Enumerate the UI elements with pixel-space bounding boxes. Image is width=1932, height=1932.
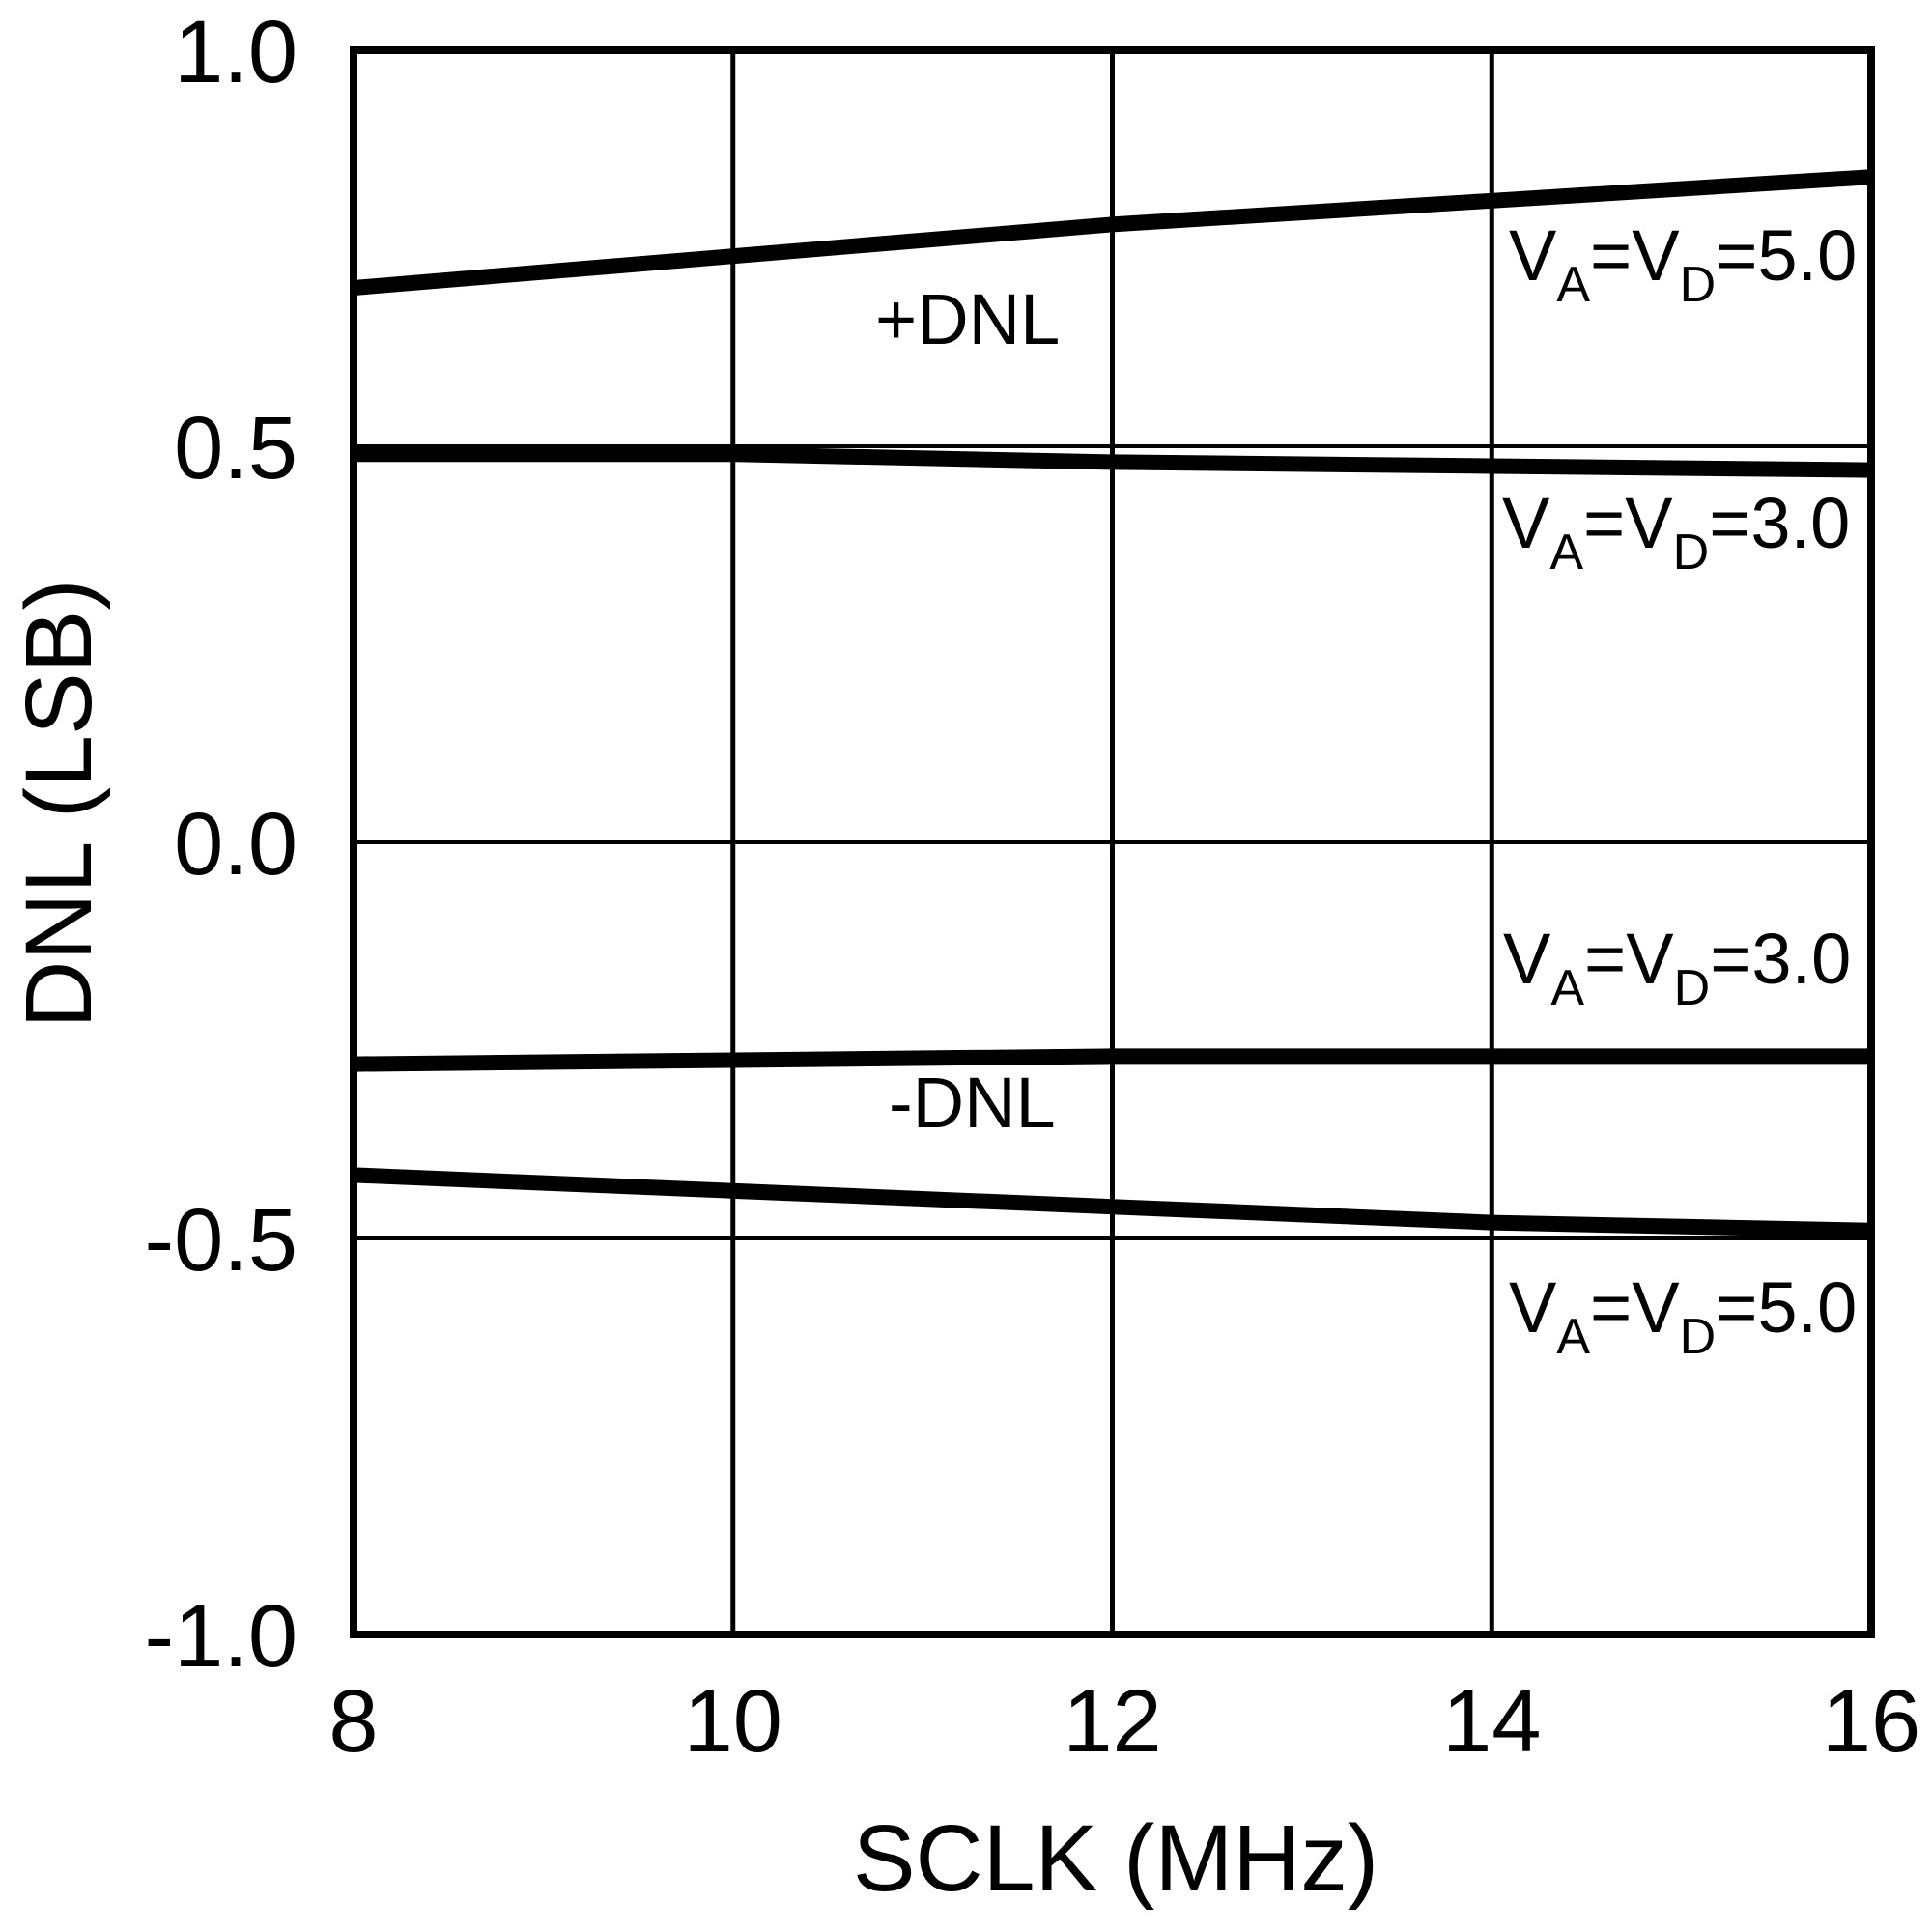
x-tick-label: 14	[1442, 1672, 1541, 1771]
svg-text:VA=VD=3.0: VA=VD=3.0	[1503, 919, 1851, 1016]
x-axis-tick-labels: 8 10 12 14 16	[328, 1672, 1920, 1771]
supply-label-va5-bottom: VA=VD=5.0	[1499, 1267, 1870, 1365]
y-axis-title: DNL (LSB)	[6, 579, 111, 1028]
minus-dnl-annotation: -DNL	[889, 1063, 1056, 1143]
series-line	[353, 169, 1872, 296]
plus-dnl-annotation: +DNL	[875, 279, 1060, 359]
x-tick-label: 8	[328, 1672, 378, 1771]
supply-label-va3-top: VA=VD=3.0	[1495, 483, 1866, 581]
horizontal-gridlines	[354, 444, 1871, 1240]
svg-text:VA=VD=5.0: VA=VD=5.0	[1509, 1267, 1857, 1365]
y-axis-tick-labels: 1.0 0.5 0.0 -0.5 -1.0	[144, 3, 298, 1686]
x-tick-label: 16	[1822, 1672, 1920, 1771]
supply-label-va5-top: VA=VD=5.0	[1499, 215, 1870, 313]
y-tick-label: 0.0	[174, 795, 298, 894]
svg-text:VA=VD=3.0: VA=VD=3.0	[1502, 483, 1850, 581]
series-line	[354, 446, 1872, 478]
y-tick-label: 0.5	[174, 399, 298, 497]
y-tick-label: -1.0	[144, 1587, 298, 1686]
x-axis-title: SCLK (MHz)	[853, 1805, 1378, 1911]
x-tick-label: 12	[1063, 1672, 1161, 1771]
data-series	[353, 169, 1872, 1238]
series-line	[353, 1048, 1871, 1072]
x-tick-label: 10	[684, 1672, 782, 1771]
y-tick-label: -0.5	[144, 1191, 298, 1290]
series-line	[353, 1167, 1872, 1238]
y-tick-label: 1.0	[174, 3, 298, 101]
plot-frame	[350, 46, 1875, 1638]
supply-label-va3-bottom: VA=VD=3.0	[1495, 919, 1866, 1016]
svg-text:VA=VD=5.0: VA=VD=5.0	[1509, 215, 1857, 313]
